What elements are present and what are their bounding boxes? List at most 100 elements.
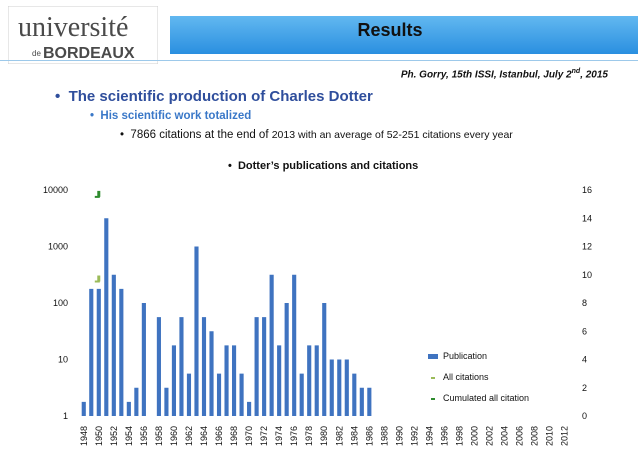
x-tick-label: 1992 <box>409 426 419 446</box>
x-tick-label: 2008 <box>530 426 540 446</box>
header-bar <box>170 16 638 54</box>
right-tick-label: 0 <box>582 411 587 421</box>
x-tick-label: 1974 <box>274 426 284 446</box>
publication-bar <box>247 401 252 416</box>
bullet-sub: • His scientific work totalized <box>90 110 252 122</box>
bars <box>81 218 372 416</box>
publication-bar <box>194 246 199 416</box>
publication-bar <box>126 401 131 416</box>
publication-bar <box>104 218 109 416</box>
x-tick-label: 1962 <box>184 426 194 446</box>
publication-bar <box>337 359 342 416</box>
x-tick-label: 2010 <box>545 426 555 446</box>
x-tick-label: 1952 <box>109 426 119 446</box>
university-logo: université de BORDEAUX <box>7 5 159 65</box>
right-tick-label: 4 <box>582 355 587 365</box>
bullet-sub-text: His scientific work totalized <box>100 110 252 122</box>
publication-bar <box>239 373 244 416</box>
chart-caption-text: Dotter’s publications and citations <box>237 160 419 172</box>
x-tick-label: 1980 <box>319 426 329 446</box>
x-tick-label: 1956 <box>139 426 149 446</box>
x-tick-label: 1966 <box>214 426 224 446</box>
publication-bar <box>179 317 184 416</box>
publication-bar <box>307 345 312 416</box>
publication-bar <box>344 359 349 416</box>
x-tick-label: 1982 <box>334 426 344 446</box>
publication-bar <box>277 345 282 416</box>
legend-swatch-publication <box>428 354 438 359</box>
legend-label: Cumulated all citation <box>443 393 529 403</box>
publication-bar <box>141 303 146 416</box>
logo-line1: université <box>18 12 128 43</box>
left-tick-label: 10000 <box>43 185 68 195</box>
publication-bar <box>367 387 372 416</box>
citation-marker-foot <box>94 280 100 283</box>
x-tick-label: 1990 <box>394 426 404 446</box>
publication-bar <box>254 317 259 416</box>
publication-bar <box>209 331 214 416</box>
citation-marker <box>97 190 101 197</box>
publication-bar <box>284 303 289 416</box>
x-tick-label: 2004 <box>500 426 510 446</box>
right-tick-label: 10 <box>582 270 592 280</box>
x-tick-label: 2002 <box>485 426 495 446</box>
publication-bar <box>224 345 229 416</box>
bullet-citations: • 7866 citations at the end of 2013 with… <box>120 129 513 141</box>
publication-bar <box>314 345 319 416</box>
x-tick-label: 2006 <box>515 426 525 446</box>
left-tick-label: 10 <box>58 355 68 365</box>
x-tick-label: 2012 <box>560 426 570 446</box>
x-tick-label: 1976 <box>289 426 299 446</box>
left-axis: 1 10 100 1000 10000 <box>43 185 68 421</box>
left-tick-label: 100 <box>53 298 68 308</box>
x-tick-label: 1958 <box>154 426 164 446</box>
bullet-main: • The scientific production of Charles D… <box>55 88 373 105</box>
publication-bar <box>156 317 161 416</box>
publication-bar <box>329 359 334 416</box>
x-tick-label: 1964 <box>199 426 209 446</box>
header-divider <box>0 60 638 61</box>
legend-swatch-citations <box>431 398 435 400</box>
right-axis: 0 2 4 6 8 10 12 14 16 <box>582 185 592 421</box>
x-axis: 1948 1950 1952 1954 1956 1958 1960 1962 1964 1966… <box>79 426 570 446</box>
publication-bar <box>269 274 274 416</box>
university-logo-graphic: université de BORDEAUX <box>7 5 159 65</box>
x-tick-label: 1970 <box>244 426 254 446</box>
byline: Ph. Gorry, 15th ISSI, Istanbul, July 2nd… <box>401 68 608 80</box>
publication-bar <box>164 387 169 416</box>
right-tick-label: 8 <box>582 298 587 308</box>
bullet-citations-year: 2013 <box>271 129 296 141</box>
x-tick-label: 1948 <box>79 426 89 446</box>
right-tick-label: 6 <box>582 326 587 336</box>
legend-label: All citations <box>443 372 489 382</box>
right-tick-label: 2 <box>582 383 587 393</box>
right-tick-label: 14 <box>582 213 592 223</box>
publication-bar <box>322 303 327 416</box>
publication-bar <box>262 317 267 416</box>
logo-de: de <box>32 49 41 58</box>
x-tick-label: 1988 <box>379 426 389 446</box>
publication-bar <box>119 288 124 416</box>
chart-caption: • Dotter’s publications and citations <box>228 160 419 172</box>
publication-bar <box>299 373 304 416</box>
citation-marker-foot <box>94 195 100 198</box>
publication-bar <box>359 387 364 416</box>
logo-line2: BORDEAUX <box>43 45 135 62</box>
legend: Publication All citations Cumulated all ci… <box>428 351 529 403</box>
x-tick-label: 1978 <box>304 426 314 446</box>
bullet-citations-c: with an average of 52-251 citations ever… <box>295 129 513 141</box>
x-tick-label: 1954 <box>124 426 134 446</box>
left-tick-label: 1000 <box>48 242 68 252</box>
publication-bar <box>186 373 192 416</box>
citation-marker <box>97 275 101 282</box>
x-tick-label: 1984 <box>349 426 359 446</box>
x-tick-label: 1996 <box>439 426 449 446</box>
publication-bar <box>352 373 357 416</box>
x-tick-label: 2000 <box>470 426 480 446</box>
publication-bar <box>216 373 222 416</box>
publication-bar <box>171 345 177 416</box>
byline-pre: Ph. Gorry, 15th ISSI, Istanbul, July 2 <box>400 69 572 81</box>
bullet-main-text: The scientific production of Charles Dot… <box>68 88 373 105</box>
byline-sup: nd <box>571 68 581 75</box>
